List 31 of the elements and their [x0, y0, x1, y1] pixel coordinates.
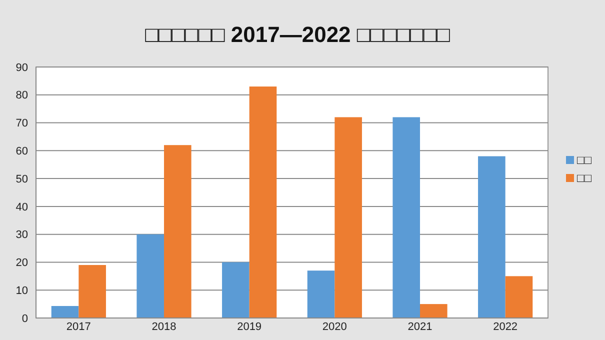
bar	[505, 276, 533, 318]
y-tick-label: 40	[16, 201, 28, 214]
bar	[249, 86, 277, 318]
y-tick-label: 90	[16, 62, 28, 74]
x-tick-label: 2019	[237, 321, 262, 333]
bar	[51, 306, 79, 318]
bar	[164, 145, 192, 318]
y-tick-label: 50	[16, 173, 28, 186]
y-tick-label: 20	[16, 257, 28, 270]
bar	[478, 156, 506, 318]
y-tick-label: 80	[16, 90, 28, 102]
y-tick-label: 0	[22, 312, 28, 325]
x-tick-label: 2022	[493, 321, 518, 333]
bar	[392, 117, 420, 318]
bar	[78, 265, 106, 318]
x-tick-label: 2021	[408, 321, 432, 333]
legend-label: □□	[577, 171, 592, 186]
y-tick-label: 60	[16, 146, 28, 158]
x-tick-label: 2018	[152, 321, 176, 333]
bar	[334, 117, 362, 318]
legend-label: □□	[577, 153, 592, 168]
bar	[222, 262, 250, 318]
chart-title: □□□□□□ 2017—2022 □□□□□□□	[145, 22, 451, 47]
bar	[420, 304, 448, 318]
y-tick-label: 70	[16, 118, 28, 130]
x-tick-label: 2020	[322, 321, 347, 333]
y-tick-label: 30	[16, 229, 28, 242]
bar	[307, 270, 335, 318]
bar	[136, 234, 164, 318]
y-tick-label: 10	[16, 284, 28, 297]
x-tick-label: 2017	[66, 321, 91, 333]
